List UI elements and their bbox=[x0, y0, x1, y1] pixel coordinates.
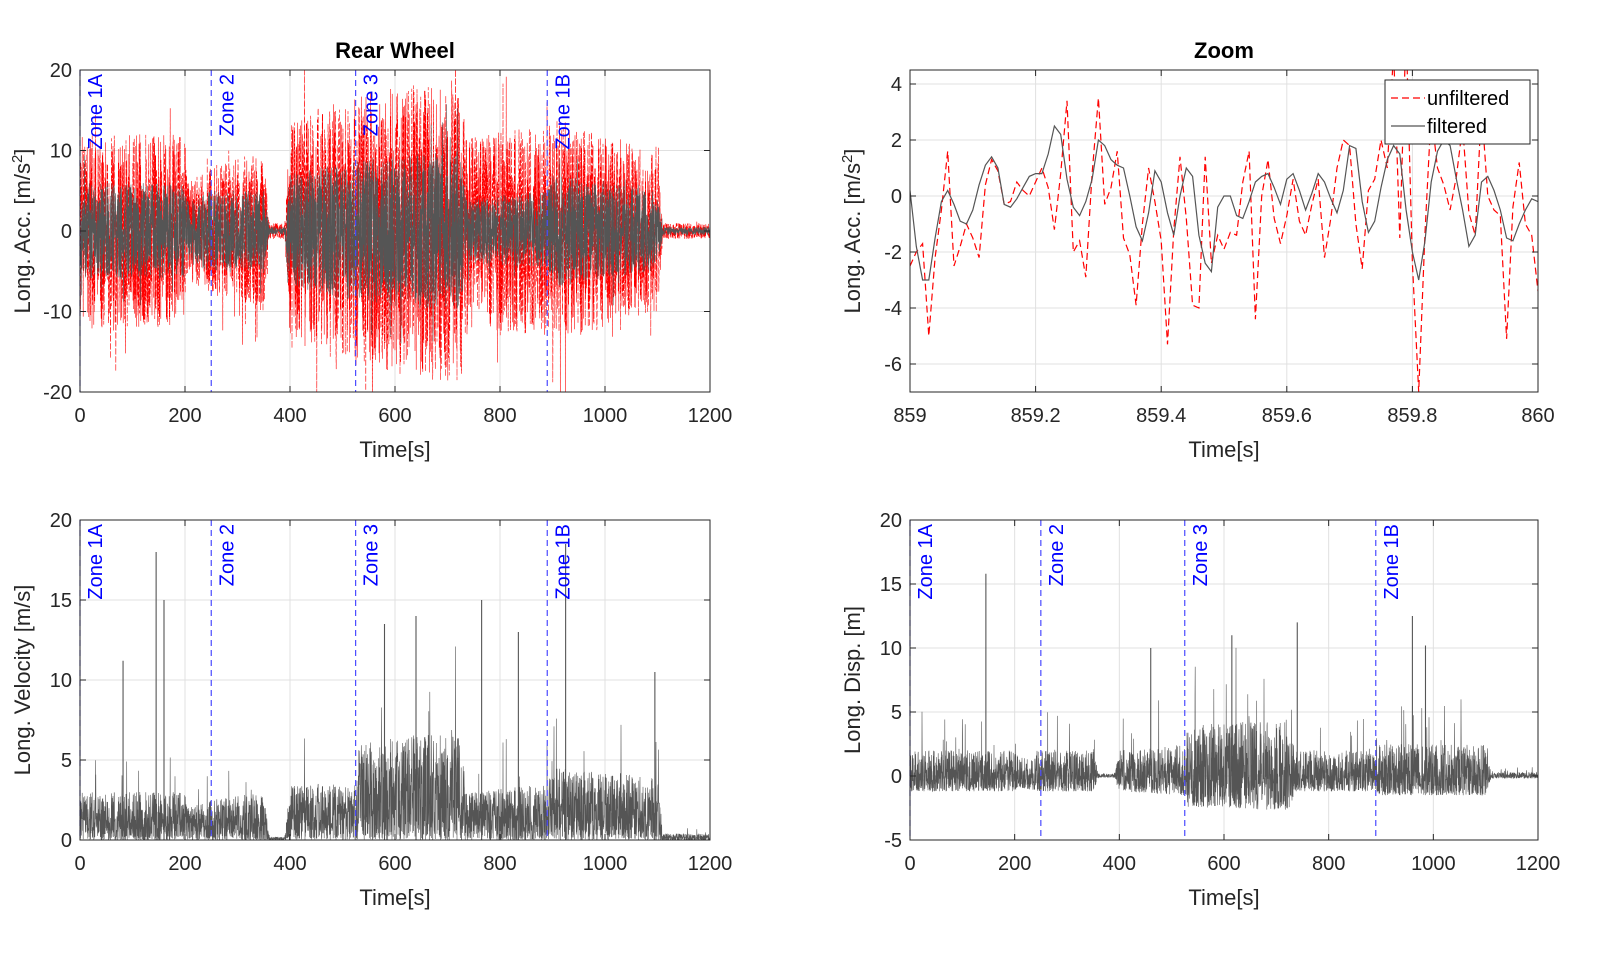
y-tick-label: 20 bbox=[880, 510, 902, 532]
zone-label: Zone 2 bbox=[216, 524, 238, 586]
y-axis-label: Long. Disp. [m] bbox=[840, 606, 865, 754]
longitudinal-velocity-chart: Zone 1A Zone 2 Zone 3 Zone 1B0 200 400 600 800 1… bbox=[10, 510, 732, 910]
series-filtered-line bbox=[80, 104, 710, 344]
y-tick-label: 10 bbox=[880, 638, 902, 660]
zone-label: Zone 3 bbox=[361, 74, 383, 136]
y-tick-label: -10 bbox=[43, 302, 72, 324]
y-tick-label: 5 bbox=[891, 702, 902, 724]
zone-label: Zone 1A bbox=[85, 523, 107, 599]
x-tick-label: 859 bbox=[893, 405, 926, 427]
legend: unfiltered filtered bbox=[1384, 79, 1531, 145]
y-tick-label: 0 bbox=[891, 186, 902, 208]
zone-label: Zone 2 bbox=[216, 74, 238, 136]
y-axis-label: Long. Velocity [m/s] bbox=[10, 585, 35, 776]
y-tick-label: 2 bbox=[891, 130, 902, 152]
x-tick-label: 600 bbox=[378, 853, 411, 875]
series-filtered-line bbox=[910, 647, 1538, 810]
series-group bbox=[910, 70, 1538, 392]
chart-title: Rear Wheel bbox=[335, 38, 455, 63]
x-tick-label: 200 bbox=[998, 853, 1031, 875]
zone-label: Zone 1B bbox=[1381, 524, 1403, 600]
x-tick-label: 860 bbox=[1521, 405, 1554, 427]
x-tick-label: 400 bbox=[273, 405, 306, 427]
y-tick-label: -6 bbox=[884, 354, 902, 376]
x-axis-label: Time[s] bbox=[359, 885, 430, 910]
zone-label: Zone 1B bbox=[552, 524, 574, 600]
series-group bbox=[910, 573, 1538, 810]
y-tick-label: 0 bbox=[61, 830, 72, 852]
y-tick-label: 4 bbox=[891, 74, 902, 96]
zone-markers: Zone 1A Zone 2 Zone 3 Zone 1B bbox=[909, 520, 1403, 840]
ticks: 859 859.2 859.4 859.6 859.8 860 -6 -4 -2 0 2 4 bbox=[884, 70, 1555, 427]
rear-wheel-acceleration-chart: Zone 1A Zone 2 Zone 3 Zone 1B0 200 400 600 800 1… bbox=[9, 38, 733, 462]
zone-label: Zone 1A bbox=[85, 73, 107, 149]
axes-box bbox=[909, 69, 1539, 393]
x-axis-label: Time[s] bbox=[359, 437, 430, 462]
legend-label-unfiltered: unfiltered bbox=[1427, 88, 1509, 110]
y-tick-label: -5 bbox=[884, 830, 902, 852]
x-tick-label: 1000 bbox=[1411, 853, 1456, 875]
x-tick-label: 200 bbox=[168, 405, 201, 427]
x-axis-label: Time[s] bbox=[1188, 437, 1259, 462]
x-tick-label: 600 bbox=[1207, 853, 1240, 875]
legend-label-filtered: filtered bbox=[1427, 116, 1487, 138]
zone-label: Zone 1A bbox=[915, 523, 937, 599]
x-tick-label: 400 bbox=[273, 853, 306, 875]
y-axis-label: Long. Acc. [m/s2] bbox=[9, 149, 36, 314]
y-tick-label: 10 bbox=[50, 670, 72, 692]
y-tick-label: -2 bbox=[884, 242, 902, 264]
zone-label: Zone 1B bbox=[552, 74, 574, 150]
y-tick-label: 0 bbox=[891, 766, 902, 788]
zone-label: Zone 2 bbox=[1046, 524, 1068, 586]
x-tick-label: 859.6 bbox=[1262, 405, 1312, 427]
series-unfiltered-line bbox=[910, 70, 1538, 392]
x-tick-label: 859.2 bbox=[1011, 405, 1061, 427]
x-axis-label: Time[s] bbox=[1188, 885, 1259, 910]
x-tick-label: 1200 bbox=[688, 405, 733, 427]
x-tick-label: 0 bbox=[904, 853, 915, 875]
zone-label: Zone 3 bbox=[361, 524, 383, 586]
series-filtered-line bbox=[910, 124, 1538, 281]
ticks: 0 200 400 600 800 1000 1200 0 5 10 15 20 bbox=[50, 510, 733, 875]
x-tick-label: 1000 bbox=[583, 405, 628, 427]
x-tick-label: 200 bbox=[168, 853, 201, 875]
x-tick-label: 859.4 bbox=[1136, 405, 1186, 427]
zoom-acceleration-chart: 859 859.2 859.4 859.6 859.8 860 -6 -4 -2 0 2 4 Zoom T… bbox=[839, 38, 1555, 462]
x-tick-label: 800 bbox=[483, 853, 516, 875]
y-tick-label: -20 bbox=[43, 382, 72, 404]
y-tick-label: 10 bbox=[50, 141, 72, 163]
x-tick-label: 1000 bbox=[583, 853, 628, 875]
y-tick-label: 15 bbox=[880, 574, 902, 596]
x-tick-label: 0 bbox=[74, 853, 85, 875]
chart-title: Zoom bbox=[1194, 38, 1254, 63]
y-tick-label: 20 bbox=[50, 60, 72, 82]
y-tick-label: 0 bbox=[61, 221, 72, 243]
x-tick-label: 0 bbox=[74, 405, 85, 427]
longitudinal-displacement-chart: Zone 1A Zone 2 Zone 3 Zone 1B0 200 400 600 800 1… bbox=[840, 510, 1560, 910]
x-tick-label: 400 bbox=[1103, 853, 1136, 875]
x-tick-label: 859.8 bbox=[1387, 405, 1437, 427]
zone-label: Zone 3 bbox=[1190, 524, 1212, 586]
y-tick-label: 15 bbox=[50, 590, 72, 612]
y-tick-label: 5 bbox=[61, 750, 72, 772]
ticks: 0 200 400 600 800 1000 1200 -20 -10 0 10 20 bbox=[43, 60, 732, 427]
x-tick-label: 1200 bbox=[1516, 853, 1561, 875]
y-tick-label: 20 bbox=[50, 510, 72, 532]
x-tick-label: 800 bbox=[1312, 853, 1345, 875]
series-group bbox=[80, 70, 710, 392]
legend-box bbox=[1384, 79, 1531, 145]
x-tick-label: 600 bbox=[378, 405, 411, 427]
y-axis-label: Long. Acc. [m/s2] bbox=[839, 149, 866, 314]
x-tick-label: 800 bbox=[483, 405, 516, 427]
y-tick-label: -4 bbox=[884, 298, 902, 320]
x-tick-label: 1200 bbox=[688, 853, 733, 875]
